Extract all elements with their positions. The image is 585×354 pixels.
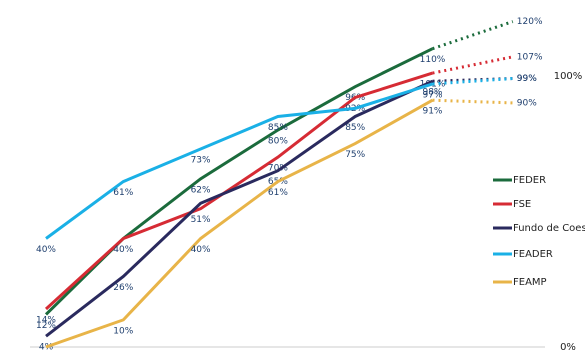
- data-label: 12%: [36, 321, 56, 331]
- data-label: 107%: [517, 52, 543, 62]
- legend-label: Fundo de Coesão: [513, 223, 585, 234]
- data-label: 61%: [113, 188, 133, 198]
- legend-label: FSE: [513, 199, 531, 210]
- data-label: 98%: [422, 88, 442, 98]
- legend-label: FEDER: [513, 175, 546, 186]
- data-label: 10%: [113, 326, 133, 336]
- y-tick-label: 100%: [554, 71, 583, 82]
- series-line: [45, 98, 434, 349]
- data-label: 40%: [113, 245, 133, 255]
- data-label: 40%: [191, 245, 211, 255]
- data-label: 40%: [36, 245, 56, 255]
- data-label: 99%: [517, 74, 537, 84]
- data-label: 97%: [422, 90, 442, 100]
- data-label: 80%: [268, 137, 288, 147]
- legend-label: FEAMP: [513, 277, 547, 288]
- data-label: 14%: [36, 316, 56, 326]
- series-projection: [432, 98, 513, 105]
- data-label: 73%: [191, 156, 211, 166]
- y-tick-label: 0%: [560, 342, 576, 353]
- data-label: 4%: [39, 343, 54, 353]
- series-projection: [432, 20, 514, 51]
- data-label: 26%: [113, 283, 133, 293]
- data-label: 110%: [420, 55, 446, 65]
- data-label: 51%: [191, 215, 211, 225]
- data-label: 85%: [268, 123, 288, 133]
- series-line: [44, 71, 433, 311]
- data-label: 99%: [517, 74, 537, 84]
- data-label: 61%: [268, 188, 288, 198]
- data-label: 85%: [345, 123, 365, 133]
- data-label: 90%: [517, 98, 537, 108]
- series-line: [45, 79, 434, 338]
- series-line: [45, 82, 433, 240]
- data-label: 70%: [268, 164, 288, 174]
- data-label: 62%: [191, 185, 211, 195]
- series-projection: [432, 55, 514, 75]
- data-label: 91%: [422, 107, 442, 117]
- legend-label: FEADER: [513, 249, 553, 260]
- series-projection: [432, 77, 513, 86]
- data-label: 120%: [517, 17, 543, 27]
- data-label: 75%: [345, 150, 365, 160]
